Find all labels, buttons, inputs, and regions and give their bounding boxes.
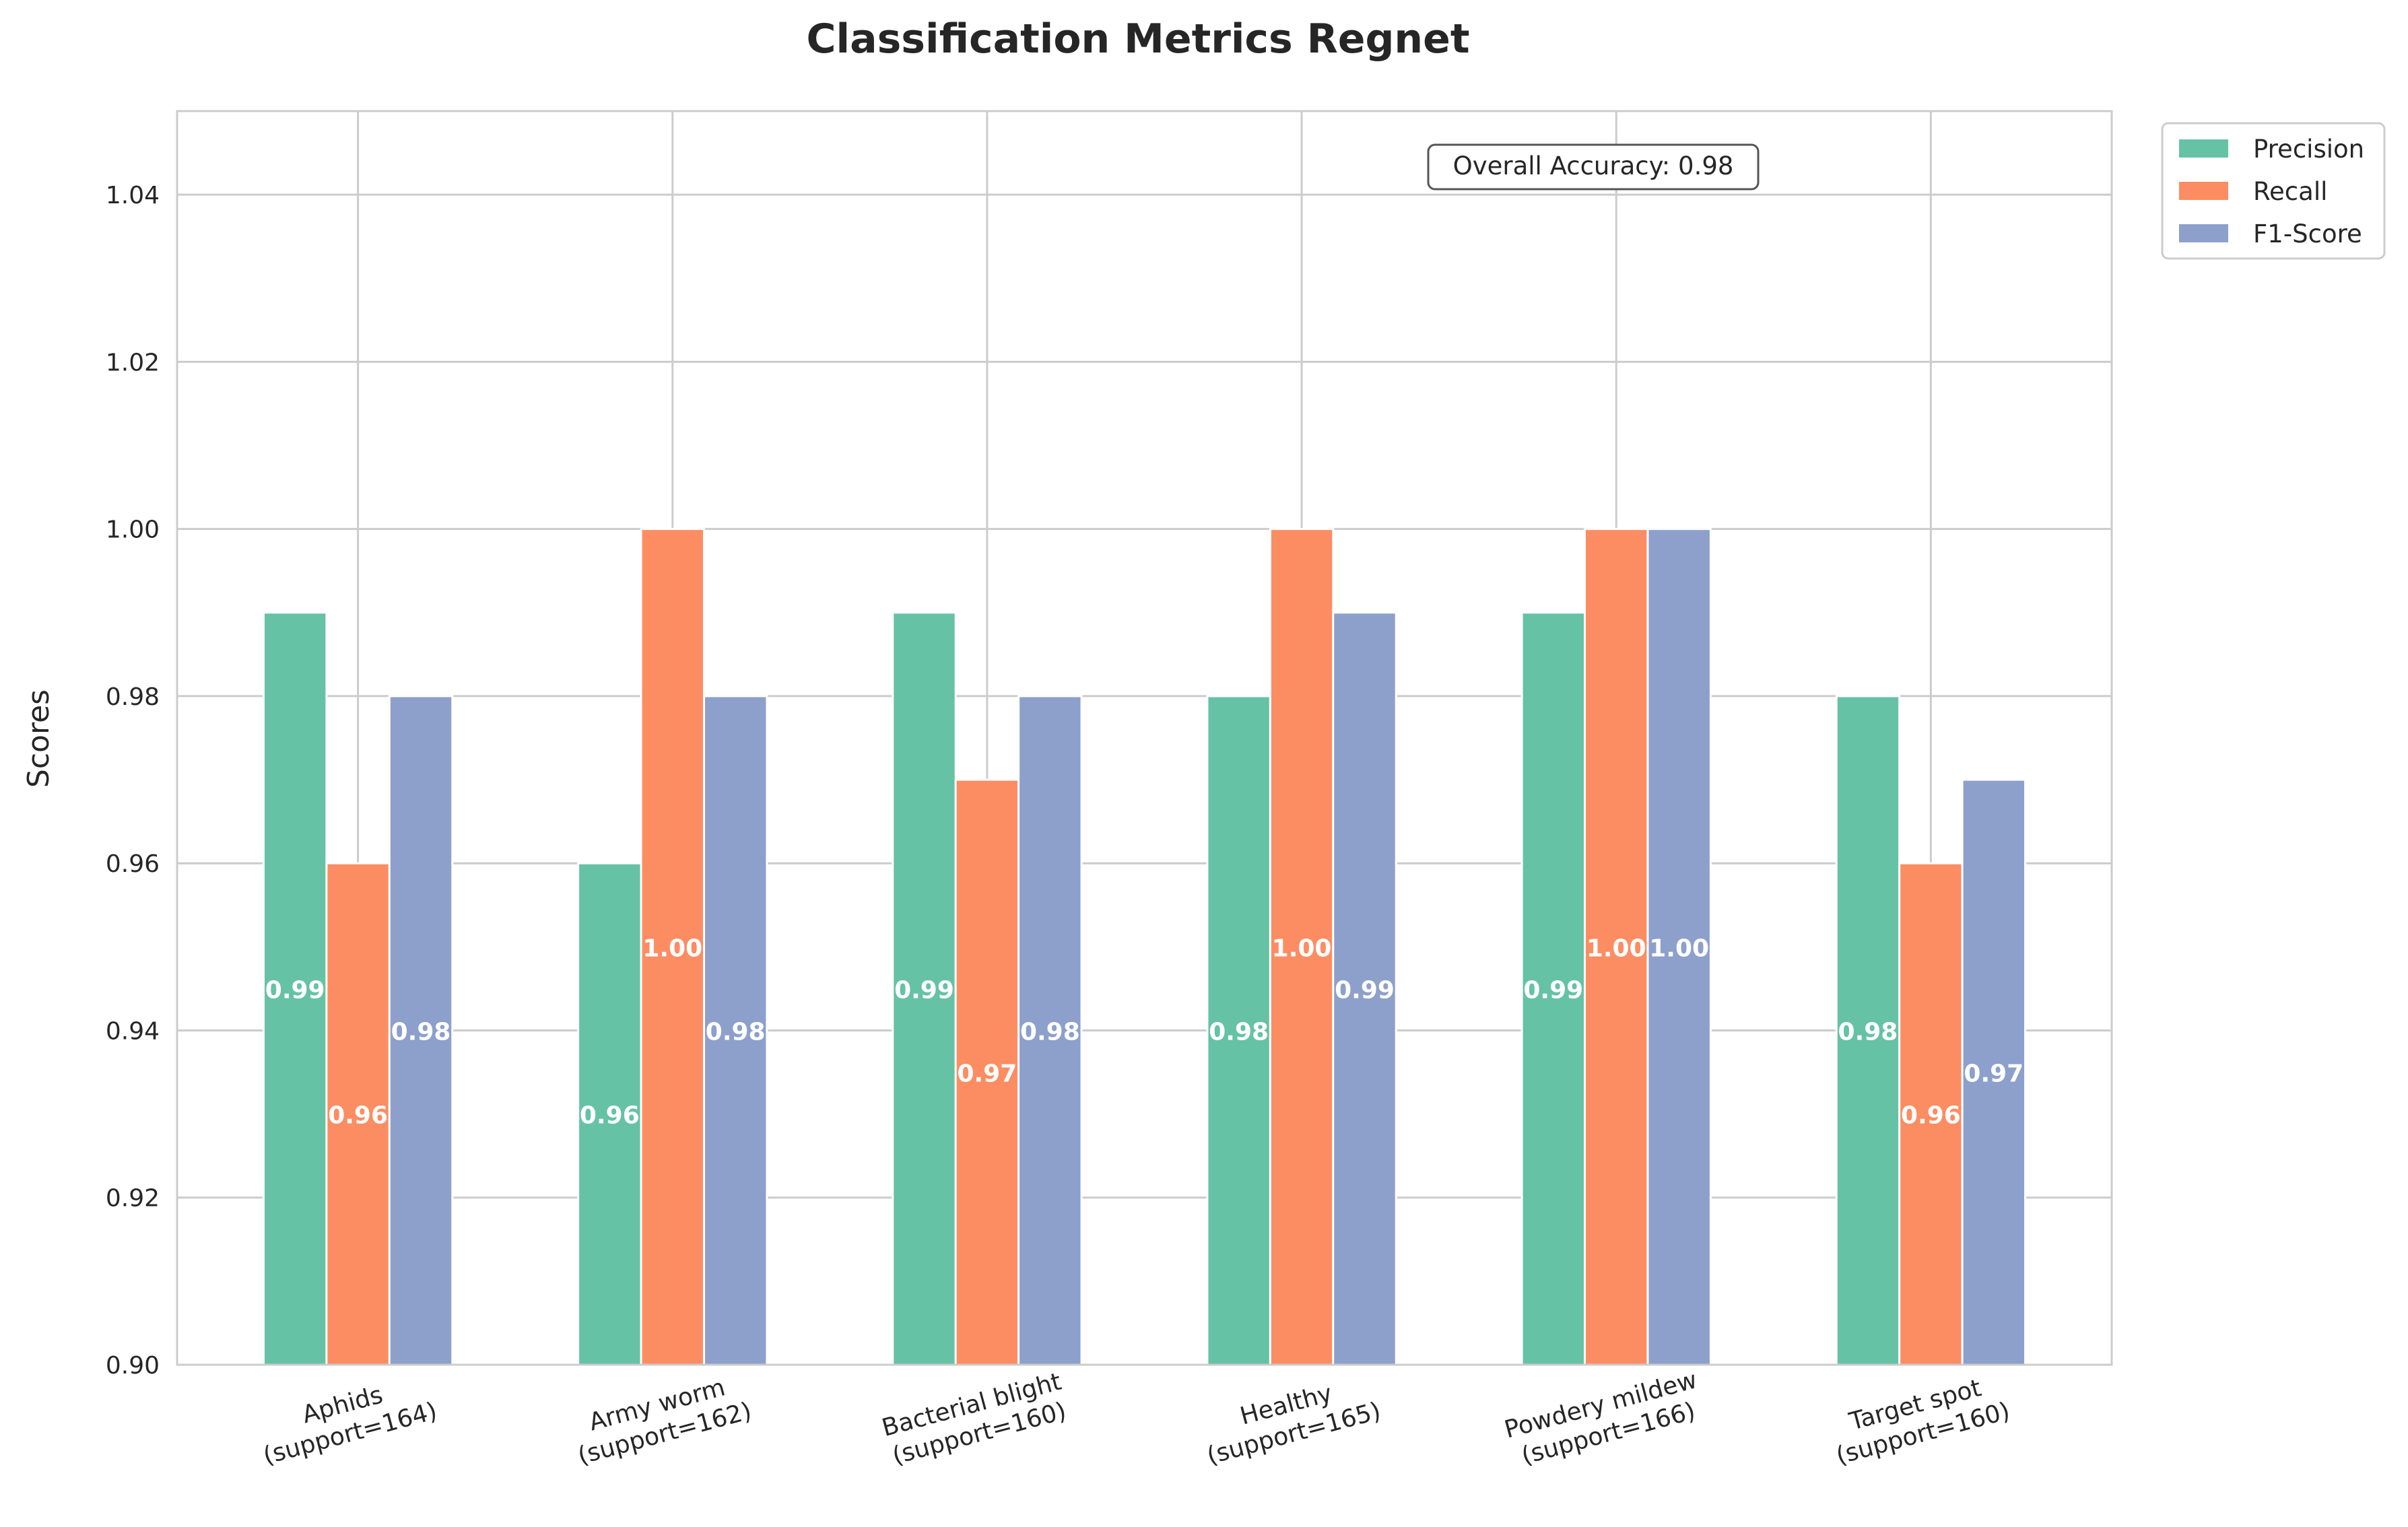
bar-value-label: 0.99 xyxy=(1523,976,1583,1004)
bar-f1-score xyxy=(388,695,454,1366)
y-axis-label: Scores xyxy=(22,689,56,788)
legend-label-f1-score: F1-Score xyxy=(2253,219,2362,248)
bar-value-label: 0.98 xyxy=(391,1018,451,1046)
bar-value-label: 0.98 xyxy=(1209,1018,1269,1046)
y-tick-label: 0.94 xyxy=(106,1017,160,1045)
bar-value-label: 0.98 xyxy=(1020,1018,1080,1046)
bar-value-label: 0.97 xyxy=(958,1060,1017,1088)
bar-value-label: 1.00 xyxy=(1586,935,1646,962)
y-tick-label: 0.92 xyxy=(106,1185,160,1213)
y-tick-label: 0.90 xyxy=(106,1352,160,1380)
accuracy-annotation: Overall Accuracy: 0.98 xyxy=(1427,143,1760,191)
bar-precision xyxy=(892,611,957,1366)
bar-value-label: 0.98 xyxy=(706,1018,766,1046)
bar-value-label: 1.00 xyxy=(1272,935,1332,962)
legend: Precision Recall F1-Score xyxy=(2161,122,2386,260)
legend-swatch-recall xyxy=(2179,182,2228,200)
axes-frame xyxy=(176,110,2113,1366)
y-tick-label: 0.96 xyxy=(106,850,160,878)
bar-value-label: 0.96 xyxy=(328,1102,388,1130)
bar-value-label: 1.00 xyxy=(642,935,702,962)
bar-value-label: 0.96 xyxy=(1901,1102,1961,1130)
bar-f1-score xyxy=(1017,695,1083,1366)
bar-recall xyxy=(1584,528,1649,1366)
bar-precision xyxy=(577,862,642,1366)
bar-recall xyxy=(325,862,391,1366)
accuracy-annotation-text: Overall Accuracy: 0.98 xyxy=(1453,151,1734,180)
legend-label-recall: Recall xyxy=(2253,177,2327,206)
y-tick-label: 1.00 xyxy=(106,516,160,544)
bar-value-label: 0.99 xyxy=(1335,976,1395,1004)
bar-recall xyxy=(640,528,705,1366)
bar-value-label: 0.99 xyxy=(265,976,325,1004)
bar-f1-score xyxy=(702,695,768,1366)
bar-value-label: 1.00 xyxy=(1649,935,1709,962)
bar-value-label: 0.98 xyxy=(1838,1018,1898,1046)
legend-swatch-precision xyxy=(2179,139,2228,158)
chart-title: Classification Metrics Regnet xyxy=(806,15,1469,63)
y-tick-label: 0.98 xyxy=(106,683,160,711)
legend-swatch-f1-score xyxy=(2179,224,2228,242)
bar-precision xyxy=(262,611,328,1366)
y-tick-label: 1.04 xyxy=(106,182,160,209)
bar-value-label: 0.96 xyxy=(580,1102,640,1130)
y-tick-label: 1.02 xyxy=(106,349,160,376)
bar-recall xyxy=(954,778,1020,1366)
bar-f1-score xyxy=(1646,528,1712,1366)
bar-value-label: 0.97 xyxy=(1964,1060,2024,1088)
bar-precision xyxy=(1835,695,1901,1366)
legend-label-precision: Precision xyxy=(2253,135,2364,164)
bar-f1-score xyxy=(1332,611,1397,1366)
bar-value-label: 0.99 xyxy=(894,976,954,1004)
